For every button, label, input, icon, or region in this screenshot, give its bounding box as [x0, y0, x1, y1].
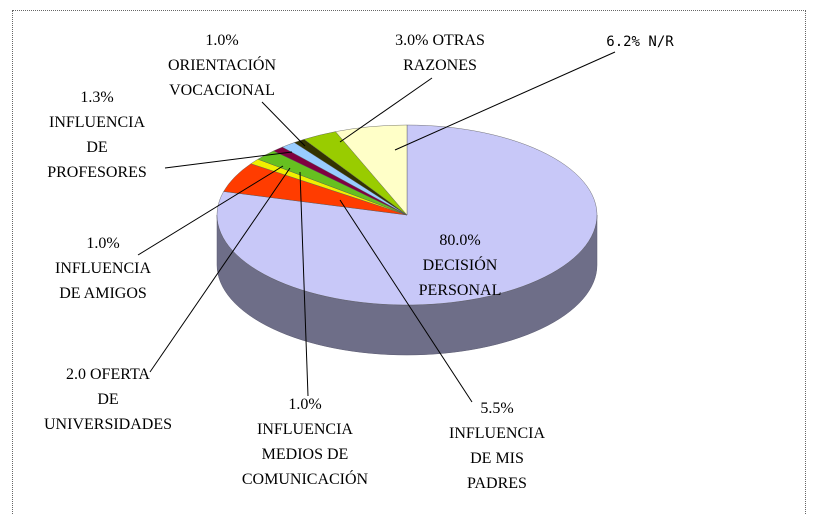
value-label: 1.0% [288, 396, 322, 413]
slice [335, 124, 408, 216]
value-label: 3.0% [395, 32, 429, 49]
leader-line [299, 171, 309, 397]
value-label: 2.0 [66, 366, 86, 383]
category-label: ORIENTACIÓN VOCACIONAL [167, 57, 277, 99]
slice-label: 80.0% DECISIÓN PERSONAL [419, 228, 502, 303]
leader-line [164, 151, 293, 169]
category-label: OFERTA DE UNIVERSIDADES [44, 366, 172, 433]
category-label: INFLUENCIA MEDIOS DE COMUNICACIÓN [241, 421, 369, 488]
value-label: 6.2% [606, 34, 640, 50]
category-label: DECISIÓN PERSONAL [418, 257, 502, 299]
category-label: INFLUENCIA DE AMIGOS [55, 260, 151, 302]
leader-line [261, 101, 306, 147]
slice-label: 1.3% INFLUENCIA DE PROFESORES [47, 85, 147, 185]
leader-line [394, 51, 616, 151]
leader-line [339, 199, 473, 403]
category-label: N/R [648, 34, 674, 50]
slice-label: 1.0% INFLUENCIA MEDIOS DE COMUNICACIÓN [242, 392, 368, 492]
leader-line [149, 167, 291, 373]
slice-label: 2.0 OFERTA DE UNIVERSIDADES [44, 362, 172, 437]
slice-label: 5.5% INFLUENCIA DE MIS PADRES [449, 396, 545, 496]
slice-label: 3.0% OTRAS RAZONES [395, 28, 485, 78]
category-label: OTRAS RAZONES [403, 32, 485, 74]
slice-label: 1.0% ORIENTACIÓN VOCACIONAL [168, 28, 276, 103]
value-label: 5.5% [480, 400, 514, 417]
leader-line [339, 77, 433, 143]
category-label: INFLUENCIA DE PROFESORES [47, 114, 147, 181]
value-label: 1.0% [86, 235, 120, 252]
category-label: INFLUENCIA DE MIS PADRES [449, 425, 545, 492]
slice-label: 6.2% N/R [606, 30, 673, 55]
chart-border [12, 10, 806, 514]
value-label: 80.0% [439, 232, 481, 249]
leader-line [137, 165, 284, 256]
slice-label: 1.0% INFLUENCIA DE AMIGOS [55, 231, 151, 306]
value-label: 1.3% [80, 89, 114, 106]
value-label: 1.0% [205, 32, 239, 49]
